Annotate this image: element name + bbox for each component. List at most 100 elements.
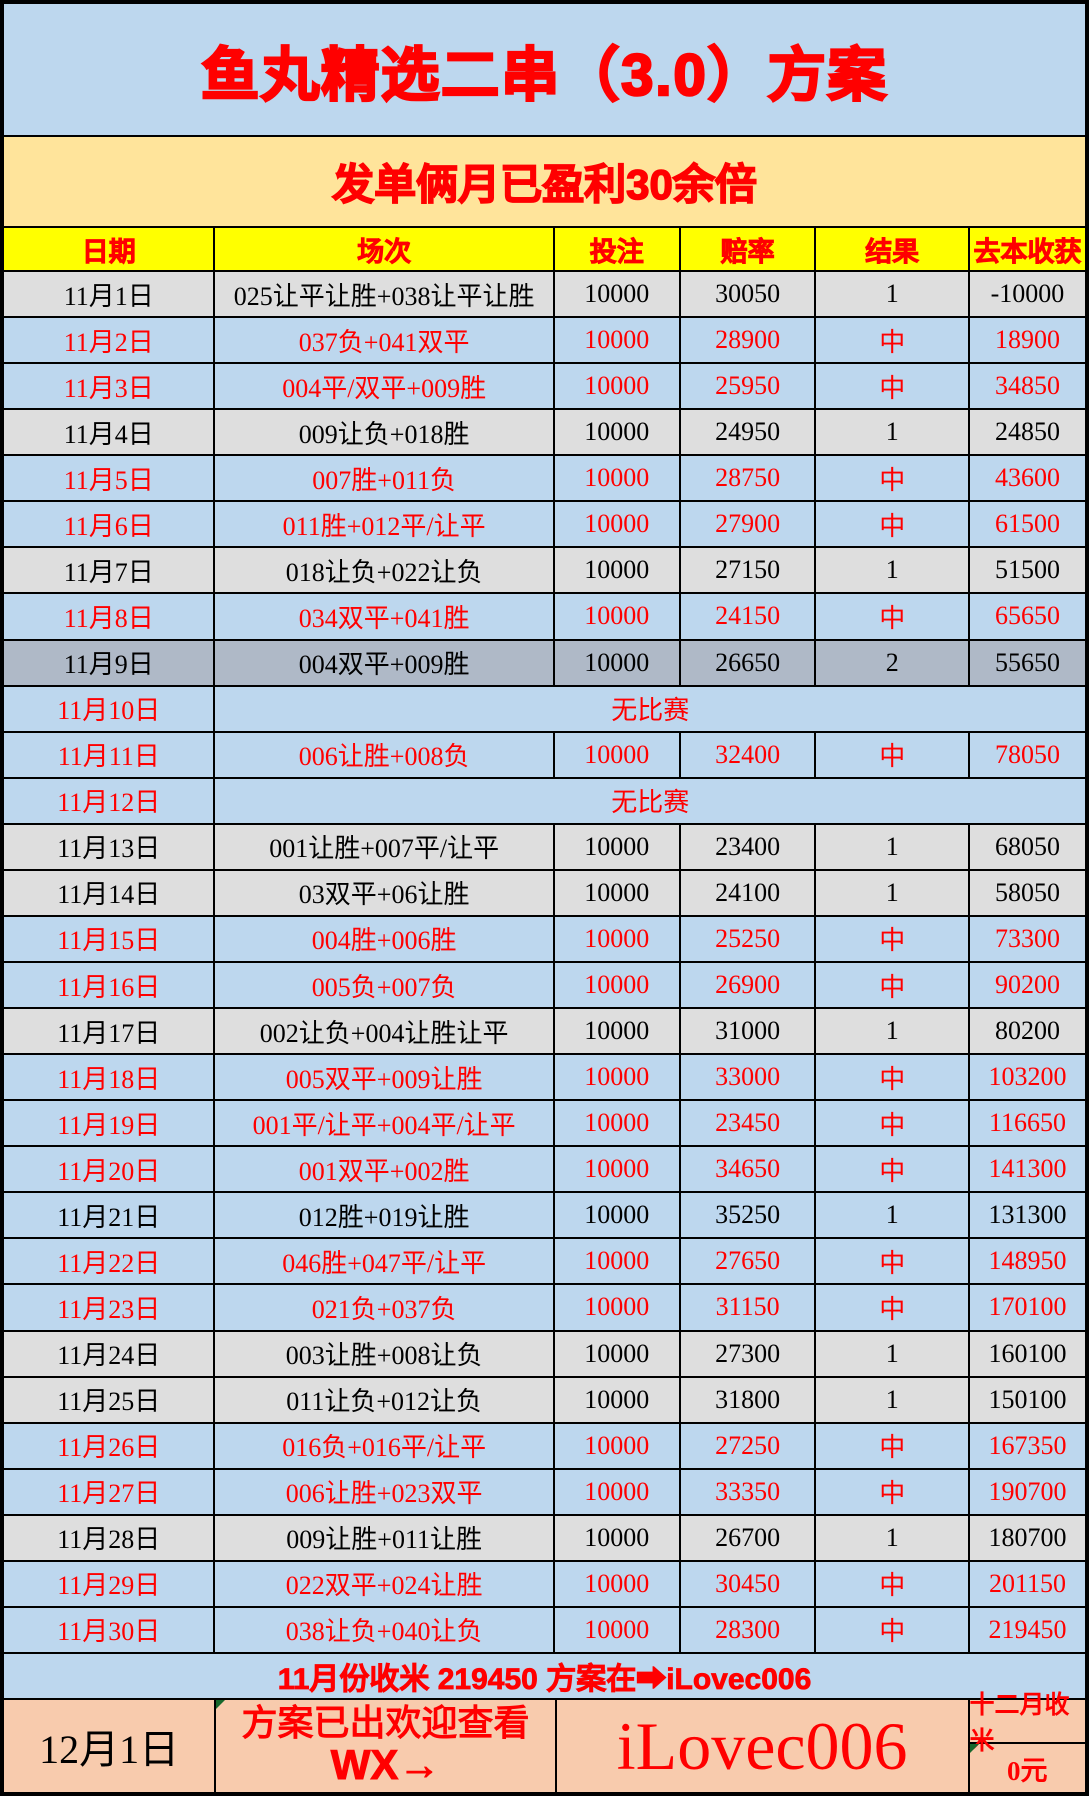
cell-result: 1 — [816, 1193, 968, 1238]
cell-stake: 10000 — [554, 1009, 679, 1054]
cell-match: 037负+041双平 — [215, 318, 553, 363]
cell-profit: 24850 — [969, 410, 1085, 455]
cell-profit: 180700 — [969, 1515, 1085, 1560]
cell-profit: 18900 — [969, 318, 1085, 363]
cell-no-match: 无比赛 — [215, 686, 1085, 731]
cell-match: 004平/双平+009胜 — [215, 364, 553, 409]
cell-match: 006让胜+023双平 — [215, 1469, 553, 1514]
cell-result: 中 — [816, 1285, 968, 1330]
cell-date: 11月22日 — [4, 1239, 214, 1284]
cell-profit: 90200 — [969, 962, 1085, 1008]
cell-result: 中 — [816, 732, 968, 777]
cell-odds: 24150 — [680, 594, 815, 639]
profit-banner: 发单俩月已盈利30余倍 — [4, 137, 1085, 226]
cell-date: 11月25日 — [4, 1377, 214, 1422]
cell-profit: 219450 — [969, 1607, 1085, 1652]
cell-odds: 34650 — [680, 1147, 815, 1192]
cell-result: 2 — [816, 640, 968, 685]
cell-profit: 61500 — [969, 502, 1085, 547]
cell-date: 11月12日 — [4, 778, 214, 823]
cell-odds: 27650 — [680, 1239, 815, 1284]
cell-odds: 33350 — [680, 1469, 815, 1514]
cell-stake: 10000 — [554, 548, 679, 593]
cell-odds: 23450 — [680, 1101, 815, 1146]
footer-wechat-id: iLovec006 — [616, 1707, 908, 1784]
cell-odds: 33000 — [680, 1055, 815, 1100]
cell-stake: 10000 — [554, 318, 679, 363]
cell-match: 001让胜+007平/让平 — [215, 824, 553, 869]
cell-result: 中 — [816, 916, 968, 961]
cell-match: 002让负+004让胜让平 — [215, 1009, 553, 1054]
column-header-4: 结果 — [816, 228, 968, 270]
cell-stake: 10000 — [554, 1101, 679, 1146]
footer-date: 12月1日 — [39, 1727, 180, 1772]
cell-odds: 30450 — [680, 1561, 815, 1606]
cell-match: 004双平+009胜 — [215, 640, 553, 685]
column-header-0: 日期 — [4, 228, 214, 270]
cell-match: 009让胜+011让胜 — [215, 1515, 553, 1560]
cell-odds: 35250 — [680, 1193, 815, 1238]
cell-stake: 10000 — [554, 1377, 679, 1422]
cell-odds: 23400 — [680, 824, 815, 869]
cell-result: 中 — [816, 962, 968, 1008]
cell-profit: 34850 — [969, 364, 1085, 409]
cell-result: 中 — [816, 1469, 968, 1514]
cell-result: 中 — [816, 502, 968, 547]
cell-result: 1 — [816, 824, 968, 869]
cell-date: 11月28日 — [4, 1515, 214, 1560]
cell-stake: 10000 — [554, 410, 679, 455]
cell-match: 004胜+006胜 — [215, 916, 553, 961]
december-income-value: 0元 — [1007, 1755, 1048, 1786]
cell-stake: 10000 — [554, 916, 679, 961]
cell-match: 022双平+024让胜 — [215, 1561, 553, 1606]
cell-result: 中 — [816, 318, 968, 363]
cell-match: 025让平让胜+038让平让胜 — [215, 272, 553, 317]
cell-match: 012胜+019让胜 — [215, 1193, 553, 1238]
cell-profit: 103200 — [969, 1055, 1085, 1100]
cell-match: 021负+037负 — [215, 1285, 553, 1330]
cell-odds: 31800 — [680, 1377, 815, 1422]
cell-date: 11月13日 — [4, 824, 214, 869]
cell-result: 1 — [816, 1331, 968, 1376]
cell-match: 011让负+012让负 — [215, 1377, 553, 1422]
december-income-value-cell: 0元 — [969, 1744, 1086, 1792]
cell-profit: 116650 — [969, 1101, 1085, 1146]
cell-date: 11月15日 — [4, 916, 214, 961]
cell-result: 1 — [816, 410, 968, 455]
cell-date: 11月6日 — [4, 502, 214, 547]
cell-stake: 10000 — [554, 732, 679, 777]
cell-odds: 24950 — [680, 410, 815, 455]
cell-profit: 190700 — [969, 1469, 1085, 1514]
cell-result: 中 — [816, 1607, 968, 1652]
cell-stake: 10000 — [554, 962, 679, 1008]
cell-date: 11月23日 — [4, 1285, 214, 1330]
cell-odds: 27300 — [680, 1331, 815, 1376]
cell-profit: 55650 — [969, 640, 1085, 685]
cell-result: 中 — [816, 1423, 968, 1468]
cell-result: 中 — [816, 364, 968, 409]
cell-date: 11月3日 — [4, 364, 214, 409]
cell-corner-triangle — [216, 1700, 226, 1709]
cell-stake: 10000 — [554, 1561, 679, 1606]
cell-odds: 26900 — [680, 962, 815, 1008]
cell-stake: 10000 — [554, 824, 679, 869]
cell-profit: 58050 — [969, 870, 1085, 915]
cell-date: 11月9日 — [4, 640, 214, 685]
cell-date: 11月21日 — [4, 1193, 214, 1238]
cell-odds: 26650 — [680, 640, 815, 685]
cell-date: 11月24日 — [4, 1331, 214, 1376]
cell-profit: 131300 — [969, 1193, 1085, 1238]
cell-profit: 201150 — [969, 1561, 1085, 1606]
cell-odds: 24100 — [680, 870, 815, 915]
cell-stake: 10000 — [554, 456, 679, 501]
cell-date: 11月10日 — [4, 686, 214, 731]
cell-match: 001平/让平+004平/让平 — [215, 1101, 553, 1146]
cell-odds: 25950 — [680, 364, 815, 409]
cell-odds: 28900 — [680, 318, 815, 363]
cell-odds: 32400 — [680, 732, 815, 777]
cell-date: 11月17日 — [4, 1009, 214, 1054]
cell-date: 11月7日 — [4, 548, 214, 593]
cell-match: 034双平+041胜 — [215, 594, 553, 639]
footer-notice-cell: 方案已出欢迎查看 WX→ — [216, 1700, 555, 1792]
column-header-2: 投注 — [554, 228, 679, 270]
